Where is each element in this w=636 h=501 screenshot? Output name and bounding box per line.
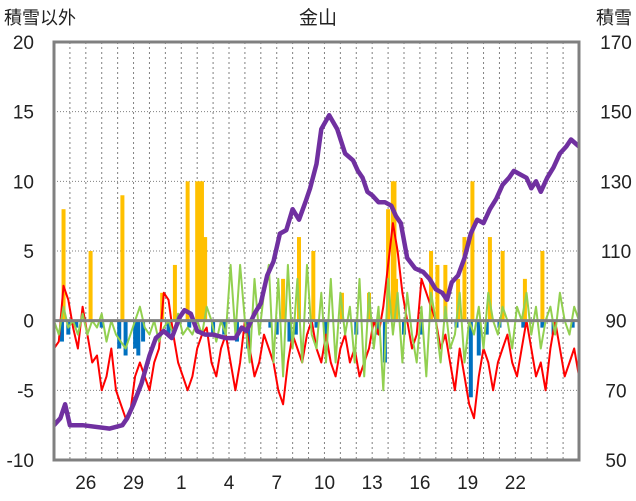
series-line	[53, 263, 580, 392]
x-tick-label: 4	[224, 473, 235, 494]
bar	[443, 264, 448, 321]
x-tick-label: 26	[75, 473, 96, 494]
right-tick-label: 130	[600, 172, 632, 193]
bar	[540, 251, 545, 321]
bar	[392, 181, 397, 321]
left-tick-label: 15	[13, 103, 34, 124]
bar	[59, 320, 64, 342]
bar	[199, 181, 204, 321]
right-tick-label: 170	[600, 33, 632, 54]
bar	[470, 181, 475, 321]
bar	[123, 320, 128, 356]
x-tick-label: 1	[176, 473, 187, 494]
lines-layer	[52, 112, 581, 431]
x-tick-label: 16	[409, 473, 430, 494]
left-tick-label: -5	[17, 381, 34, 402]
left-tick-label: -10	[7, 451, 34, 472]
bar	[74, 320, 79, 328]
bar	[487, 237, 492, 321]
right-tick-label: 110	[601, 242, 631, 263]
bar	[136, 320, 141, 356]
left-tick-label: 10	[13, 172, 34, 193]
bar	[429, 251, 434, 321]
bar	[88, 251, 93, 321]
bar	[195, 181, 200, 321]
bar	[287, 320, 292, 342]
bar	[476, 320, 481, 356]
bar	[187, 320, 192, 328]
bar	[61, 209, 66, 321]
x-tick-label: 22	[505, 473, 526, 494]
x-tick-label: 13	[362, 473, 383, 494]
bar	[117, 320, 122, 349]
bar	[166, 320, 171, 335]
bar	[540, 320, 545, 328]
left-tick-labels: 20 15 10 5 0 -5 -10	[7, 33, 34, 472]
right-tick-label: 90	[605, 312, 626, 333]
plot-frame	[52, 40, 581, 462]
right-axis-label: 積雪	[596, 8, 632, 29]
bar	[500, 251, 505, 321]
bar	[234, 320, 239, 342]
right-tick-label: 70	[605, 381, 626, 402]
series-line	[52, 112, 581, 431]
bar	[268, 320, 273, 328]
x-tick-label: 19	[457, 473, 478, 494]
x-tick-label: 10	[314, 473, 335, 494]
bar	[120, 195, 125, 321]
left-tick-label: 0	[23, 312, 34, 333]
bar	[281, 278, 286, 321]
left-tick-label: 20	[13, 33, 34, 54]
bar	[435, 264, 440, 321]
bar	[293, 320, 298, 335]
right-tick-label: 50	[605, 451, 626, 472]
bar	[324, 320, 329, 335]
bar	[297, 237, 301, 321]
left-tick-label: 5	[23, 242, 34, 263]
bar	[133, 320, 138, 349]
bar	[172, 264, 177, 321]
grid	[54, 42, 579, 460]
bar	[314, 320, 319, 328]
bar	[185, 181, 190, 321]
bar	[99, 320, 104, 328]
bar	[570, 320, 575, 328]
left-axis-label: 積雪以外	[4, 8, 76, 29]
bar	[462, 237, 467, 321]
bar	[484, 320, 489, 335]
bar	[274, 320, 279, 335]
bar	[419, 320, 424, 335]
bar	[311, 251, 316, 321]
bar	[468, 320, 473, 398]
x-tick-label: 7	[271, 473, 282, 494]
bar	[141, 320, 146, 342]
x-tick-label: 29	[123, 473, 144, 494]
x-tick-labels: 26 29 1 4 7 10 13 16 19 22	[75, 473, 526, 494]
chart-title: 金山	[299, 7, 337, 29]
right-tick-labels: 170 150 130 110 90 70 50	[600, 33, 632, 472]
bar	[203, 237, 208, 321]
bar	[521, 320, 526, 328]
right-tick-label: 150	[600, 103, 632, 124]
